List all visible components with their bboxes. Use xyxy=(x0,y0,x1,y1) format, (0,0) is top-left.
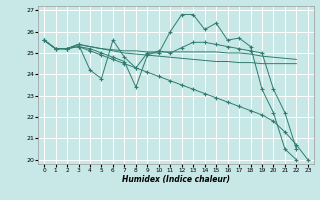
X-axis label: Humidex (Indice chaleur): Humidex (Indice chaleur) xyxy=(122,175,230,184)
